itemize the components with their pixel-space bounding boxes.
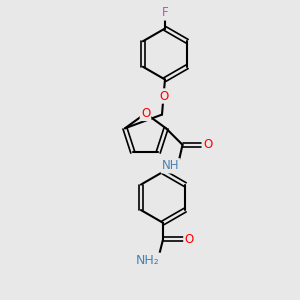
- Text: NH: NH: [162, 159, 179, 172]
- Text: O: O: [159, 89, 168, 103]
- Text: O: O: [141, 107, 150, 120]
- Text: O: O: [184, 233, 194, 246]
- Text: O: O: [203, 138, 212, 151]
- Text: F: F: [162, 6, 168, 20]
- Text: NH₂: NH₂: [136, 254, 160, 267]
